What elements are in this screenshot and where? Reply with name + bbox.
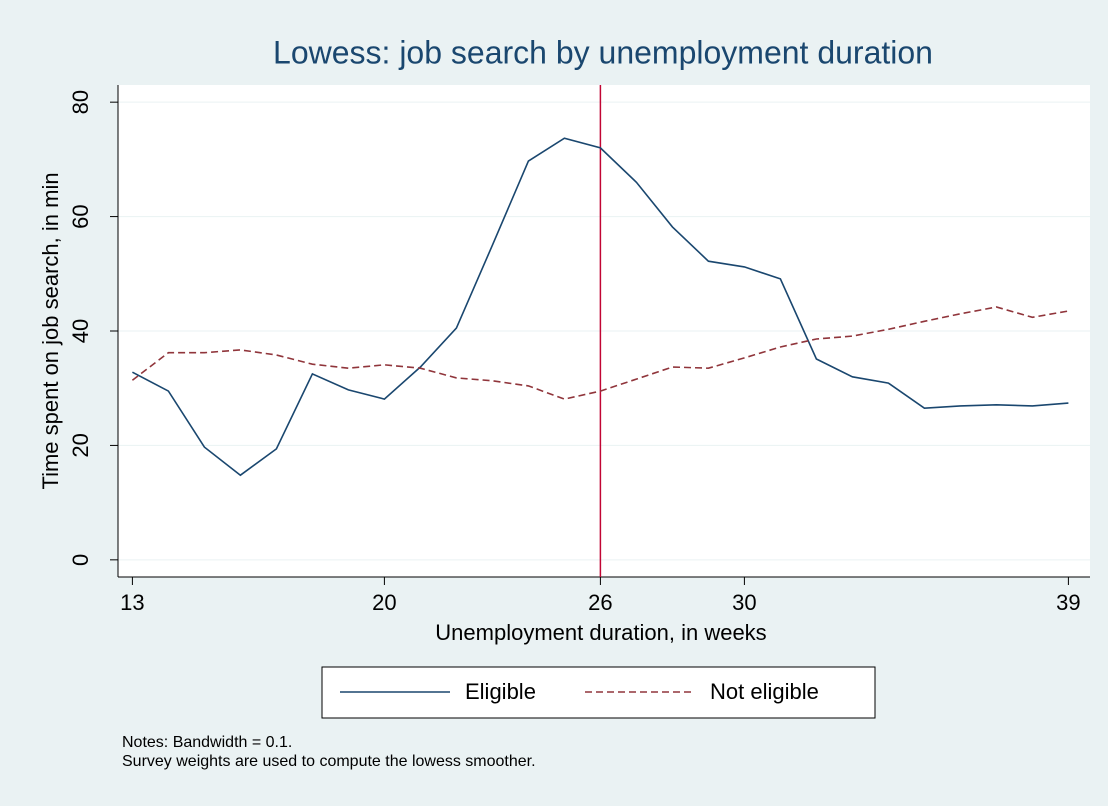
y-tick-label: 80 (68, 90, 93, 114)
x-tick-label: 20 (372, 590, 396, 615)
note: Survey weights are used to compute the l… (122, 753, 536, 770)
x-tick-label: 39 (1056, 590, 1080, 615)
y-axis-label: Time spent on job search, in min (38, 172, 63, 489)
series-line (131, 306, 1069, 400)
legend-label: Not eligible (710, 679, 819, 704)
y-tick-label: 0 (68, 554, 93, 566)
y-tick-label: 60 (68, 204, 93, 228)
x-tick-label: 26 (588, 590, 612, 615)
x-tick-label: 13 (120, 590, 144, 615)
x-axis-label: Unemployment duration, in weeks (435, 620, 766, 645)
series-line (132, 137, 1069, 477)
legend-label: Eligible (465, 679, 536, 704)
y-tick-label: 20 (68, 433, 93, 457)
x-tick-label: 30 (732, 590, 756, 615)
y-tick-label: 40 (68, 319, 93, 343)
chart-title: Lowess: job search by unemployment durat… (273, 34, 933, 70)
note: Notes: Bandwidth = 0.1. (122, 734, 292, 751)
